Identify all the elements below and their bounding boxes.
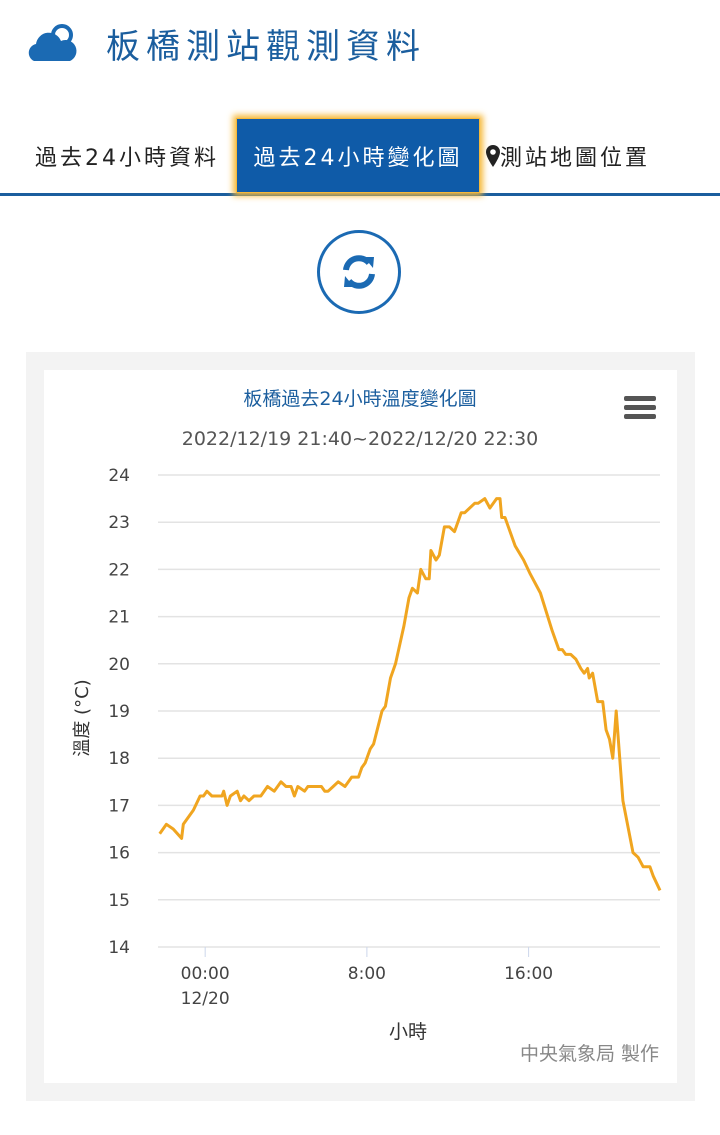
x-tick-label: 16:00 (504, 964, 553, 984)
y-tick-label: 22 (108, 560, 130, 580)
y-tick-label: 16 (108, 844, 130, 864)
y-tick-label: 17 (108, 796, 130, 816)
x-tick-label: 00:00 (181, 964, 230, 984)
page-title: 板橋測站觀測資料 (106, 26, 426, 67)
refresh-icon (343, 255, 375, 289)
series-line (158, 497, 662, 892)
y-tick-label: 19 (108, 702, 130, 722)
y-tick-label: 18 (108, 749, 130, 769)
chart-subtitle: 2022/12/19 21:40~2022/12/20 22:30 (182, 428, 539, 450)
chart-title: 板橋過去24小時溫度變化圖 (243, 388, 476, 410)
refresh-button[interactable] (317, 230, 401, 314)
cloud-icon (28, 24, 77, 61)
tab-station-map[interactable]: 測站地圖位置 (486, 118, 650, 193)
header: 板橋測站觀測資料 (26, 18, 426, 68)
y-tick-label: 23 (108, 513, 130, 533)
y-tick-label: 21 (108, 608, 130, 628)
chart-credits: 中央氣象局 製作 (520, 1043, 659, 1065)
x-tick-sublabel: 12/20 (181, 989, 230, 1009)
tab-bar: 過去24小時資料 過去24小時變化圖 測站地圖位置 (0, 118, 720, 196)
y-tick-label: 20 (108, 655, 130, 675)
y-tick-label: 14 (108, 938, 130, 958)
tab-24h-data[interactable]: 過去24小時資料 (35, 118, 219, 193)
tab-label: 過去24小時資料 (35, 145, 219, 171)
chart-card (44, 370, 677, 1083)
x-tick-label: 8:00 (348, 964, 386, 984)
tab-label: 過去24小時變化圖 (253, 145, 463, 171)
tab-24h-chart[interactable]: 過去24小時變化圖 (236, 118, 480, 193)
y-axis-label: 溫度 (°C) (72, 679, 93, 756)
chart-menu-icon[interactable] (624, 396, 656, 422)
x-axis-label: 小時 (389, 1021, 427, 1043)
y-tick-label: 24 (108, 466, 130, 486)
map-marker-icon (486, 144, 500, 167)
tab-label: 測站地圖位置 (500, 145, 651, 171)
y-tick-label: 15 (108, 891, 130, 911)
